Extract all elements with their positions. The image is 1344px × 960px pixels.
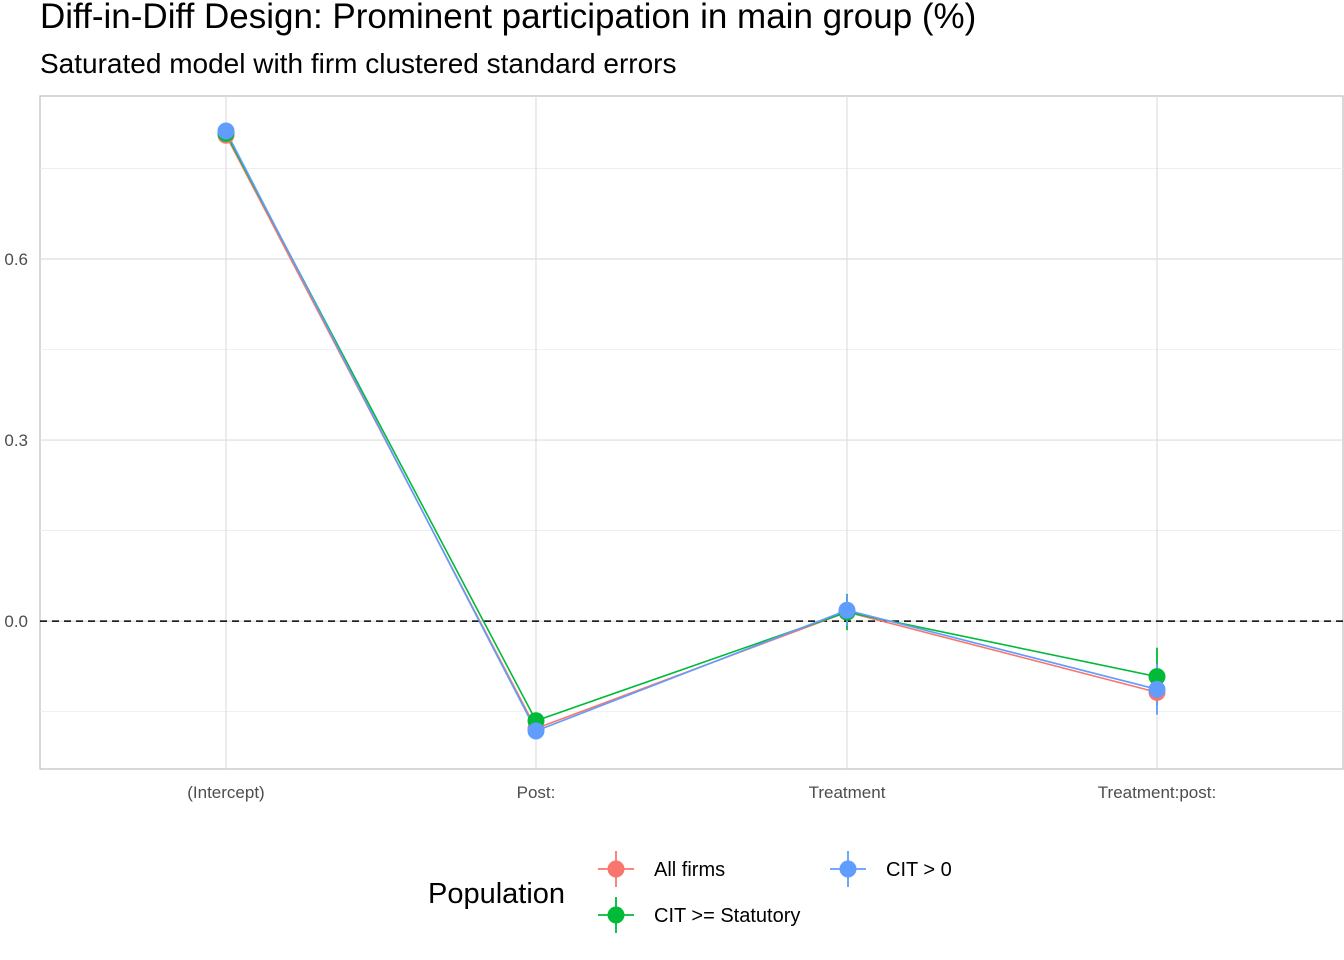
legend-key-point bbox=[839, 860, 857, 878]
x-tick-label: Post: bbox=[517, 783, 556, 802]
legend-label: CIT >= Statutory bbox=[654, 905, 800, 927]
legend-label: All firms bbox=[654, 859, 725, 881]
legend-key-point bbox=[607, 906, 625, 924]
data-points bbox=[217, 122, 1166, 740]
legend-title: Population bbox=[428, 878, 565, 910]
y-tick-label: 0.3 bbox=[4, 431, 28, 450]
data-point bbox=[1148, 668, 1166, 686]
x-tick-label: (Intercept) bbox=[187, 783, 264, 802]
x-tick-label: Treatment:post: bbox=[1098, 783, 1216, 802]
x-tick-label: Treatment bbox=[809, 783, 886, 802]
legend-key-0 bbox=[598, 851, 634, 887]
data-point bbox=[1148, 680, 1166, 698]
legend-label: CIT > 0 bbox=[886, 859, 952, 881]
data-point bbox=[217, 122, 235, 140]
chart-title: Diff-in-Diff Design: Prominent participa… bbox=[40, 0, 977, 36]
legend-key-1 bbox=[598, 897, 634, 933]
panel-border bbox=[39, 95, 1344, 770]
axis-labels: 0.0 0.3 0.6 (Intercept) Post: Treatment Treatm… bbox=[4, 250, 1216, 802]
legend-key-point bbox=[607, 860, 625, 878]
series-line-0 bbox=[225, 134, 1158, 730]
data-point bbox=[527, 722, 545, 740]
series-lines bbox=[225, 130, 1158, 732]
legend: Population All firms CIT >= Statutory CIT >… bbox=[428, 851, 952, 933]
chart-subtitle: Saturated model with firm clustered stan… bbox=[40, 48, 677, 79]
series-line-2 bbox=[225, 130, 1158, 732]
data-point bbox=[838, 601, 856, 619]
y-tick-label: 0.0 bbox=[4, 612, 28, 631]
error-bars bbox=[225, 127, 1158, 736]
grid-layer bbox=[39, 95, 1344, 770]
series-line-1 bbox=[225, 133, 1158, 722]
legend-key-2 bbox=[830, 851, 866, 887]
y-tick-label: 0.6 bbox=[4, 250, 28, 269]
